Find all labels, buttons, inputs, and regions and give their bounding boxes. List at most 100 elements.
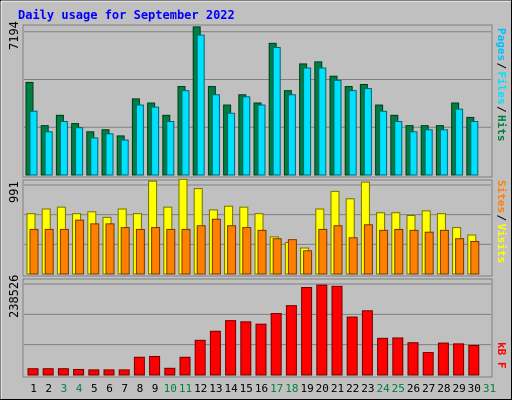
bar-files-day-23 [363, 88, 372, 176]
bar-files-day-2 [44, 131, 53, 176]
bar-sites-day-27 [424, 231, 434, 275]
bar-sites-day-9 [151, 227, 161, 275]
bar-kb-f-day-15 [240, 321, 252, 376]
bar-kb-f-day-4 [73, 368, 85, 376]
bar-sites-day-26 [409, 229, 419, 275]
x-tick-label: 18 [285, 382, 298, 395]
bar-sites-day-13 [211, 218, 221, 275]
legend-separator: / [495, 63, 508, 70]
x-axis-day-labels: 1 2 3 4 5 6 7 8 9 10 11 12 13 14 15 16 17 18 19 20 21 22 23 24 2… [30, 382, 496, 395]
bar-kb-f-day-13 [209, 330, 221, 376]
x-tick-label: 16 [255, 382, 268, 395]
bar-sites-day-1 [29, 228, 39, 275]
bar-sites-day-30 [470, 241, 480, 275]
x-tick-label: 17 [270, 382, 283, 395]
x-tick-label: 10 [164, 382, 177, 395]
x-tick-label: 29 [452, 382, 465, 395]
bar-files-day-19 [303, 67, 312, 176]
x-tick-label: 2 [45, 382, 52, 395]
panel-kbytes-max-label: 238526 [7, 275, 21, 318]
bar-kb-f-day-23 [361, 310, 373, 376]
x-tick-label: 12 [194, 382, 207, 395]
bar-sites-day-16 [257, 229, 267, 275]
bar-sites-day-17 [272, 238, 282, 275]
legend-separator: / [495, 215, 508, 222]
bar-kb-f-day-24 [377, 337, 389, 376]
bar-kb-f-day-3 [57, 368, 69, 376]
bar-files-day-12 [196, 34, 205, 176]
x-tick-label: 24 [376, 382, 390, 395]
bar-files-day-10 [166, 121, 175, 176]
bar-kb-f-day-30 [468, 344, 480, 376]
bar-kb-f-day-20 [316, 284, 328, 376]
bar-kb-f-day-11 [179, 356, 191, 376]
bar-files-day-22 [348, 90, 357, 176]
x-tick-label: 13 [209, 382, 222, 395]
bar-kb-f-day-26 [407, 342, 419, 376]
panel-visits: 991 Sites / Visits [7, 178, 508, 277]
bar-kb-f-day-16 [255, 323, 267, 376]
bar-sites-day-5 [90, 223, 100, 275]
bar-files-day-11 [181, 90, 190, 176]
x-tick-label: 21 [331, 382, 344, 395]
x-tick-label: 30 [468, 382, 481, 395]
bar-kb-f-day-29 [453, 343, 465, 376]
x-tick-label: 27 [422, 382, 435, 395]
bar-kb-f-day-18 [285, 305, 297, 376]
bar-kb-f-day-12 [194, 339, 206, 376]
bar-kb-f-day-2 [42, 368, 54, 376]
x-tick-label: 3 [61, 382, 68, 395]
bar-sites-day-29 [455, 238, 465, 275]
panel-hits-max-label: 7194 [7, 21, 21, 50]
bar-files-day-8 [135, 104, 144, 176]
bar-sites-day-7 [120, 227, 130, 275]
x-tick-label: 28 [437, 382, 450, 395]
x-tick-label: 7 [121, 382, 128, 395]
bar-sites-day-18 [287, 239, 297, 275]
bar-sites-day-22 [348, 237, 358, 275]
legend-hits: Hits [495, 115, 508, 142]
x-tick-label: 22 [346, 382, 359, 395]
x-tick-label: 11 [179, 382, 192, 395]
bar-files-day-9 [151, 106, 160, 176]
bar-sites-day-3 [59, 228, 69, 275]
bar-files-day-21 [333, 79, 342, 176]
bar-sites-day-19 [303, 250, 313, 275]
bar-kb-f-day-25 [392, 337, 404, 376]
x-tick-label: 1 [30, 382, 37, 395]
bar-sites-day-10 [166, 228, 176, 275]
bar-kb-f-day-5 [88, 369, 100, 376]
chart-title: Daily usage for September 2022 [18, 8, 235, 22]
bar-files-day-16 [257, 104, 266, 176]
legend-pages: Pages [495, 28, 508, 61]
legend-visits: Visits [495, 224, 508, 264]
bar-files-day-20 [318, 67, 327, 176]
x-tick-label: 14 [224, 382, 238, 395]
bar-files-day-29 [455, 108, 464, 176]
x-tick-label: 19 [300, 382, 313, 395]
bar-files-day-30 [470, 121, 479, 176]
bar-kb-f-day-9 [149, 355, 161, 376]
bar-kb-f-day-8 [133, 356, 145, 376]
bar-sites-day-12 [196, 225, 206, 275]
bar-files-day-7 [120, 139, 129, 176]
bar-sites-day-25 [394, 228, 404, 275]
bar-sites-day-8 [135, 228, 145, 275]
bar-files-day-15 [242, 96, 251, 176]
panel-visits-max-label: 991 [7, 181, 21, 203]
bar-sites-day-28 [439, 229, 449, 275]
bar-kb-f-day-10 [164, 367, 176, 376]
bar-files-day-27 [424, 129, 433, 176]
bar-files-day-14 [227, 112, 236, 176]
bar-files-day-28 [439, 129, 448, 176]
bar-kb-f-day-1 [27, 368, 39, 376]
x-tick-label: 9 [152, 382, 159, 395]
bar-files-day-18 [287, 94, 296, 176]
legend-sites: Sites [495, 180, 508, 213]
bar-sites-day-14 [227, 225, 237, 275]
panel-kbytes: 238526 kB F [7, 275, 508, 378]
bar-files-day-26 [409, 131, 418, 176]
bar-files-day-6 [105, 133, 114, 176]
x-tick-label: 20 [316, 382, 329, 395]
